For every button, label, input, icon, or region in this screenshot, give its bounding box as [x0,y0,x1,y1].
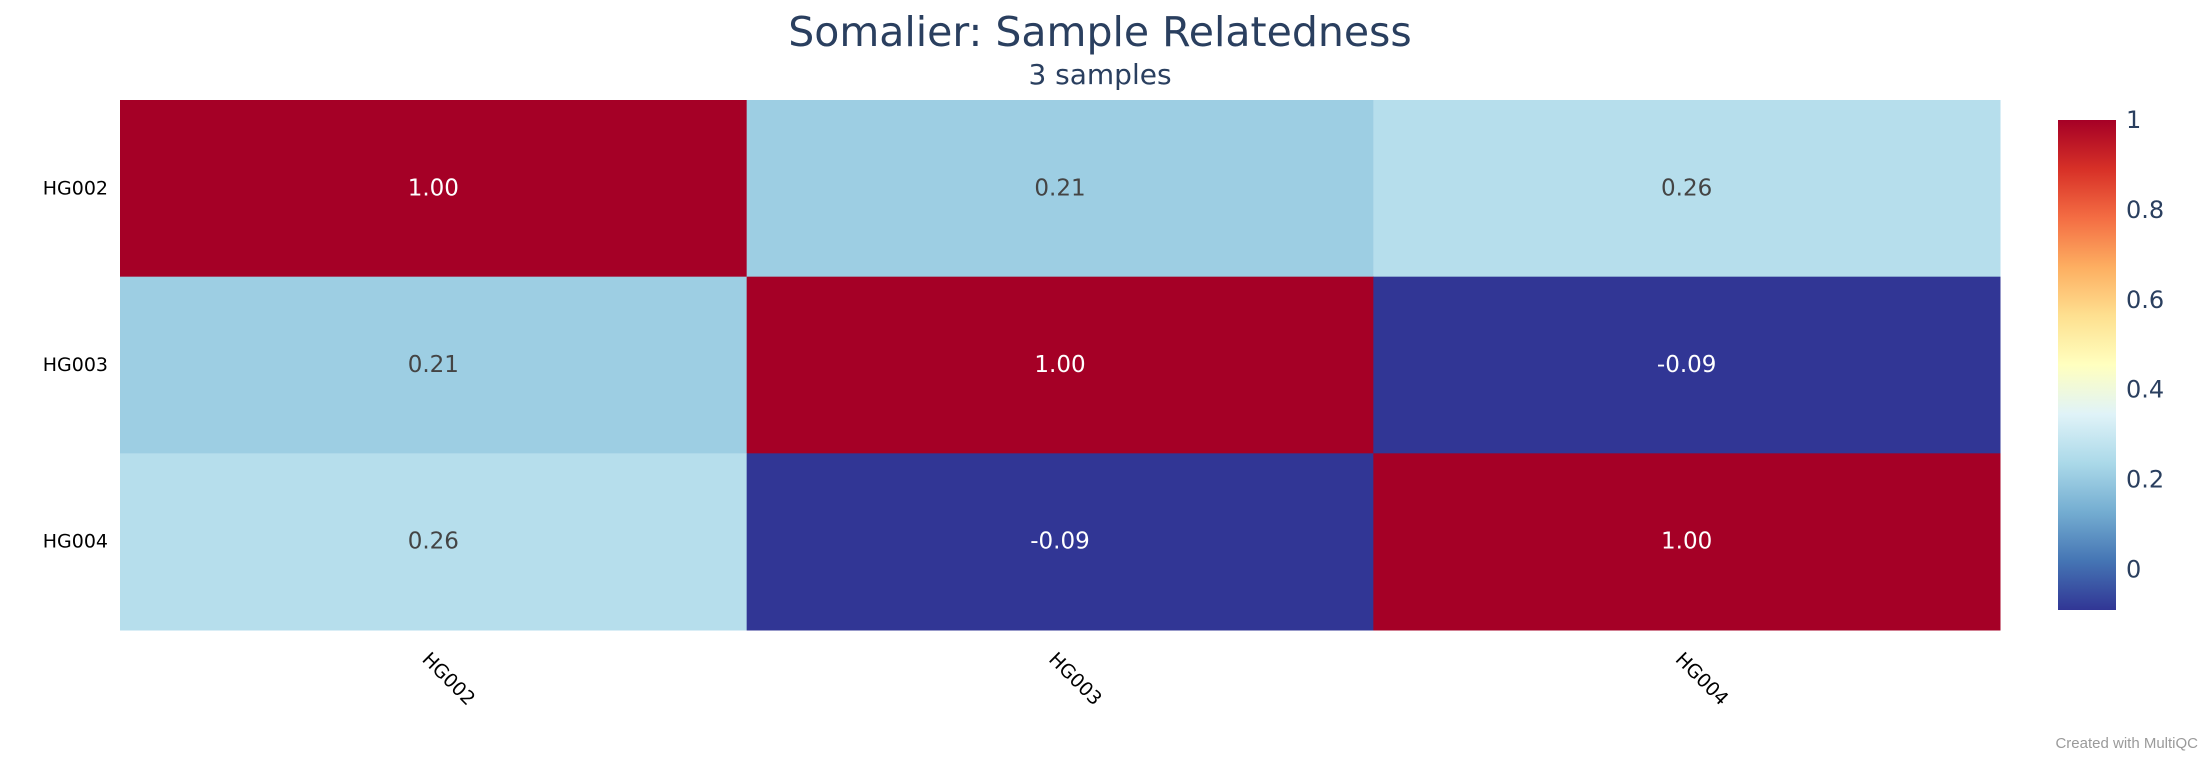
x-tick-label: HG003 [1044,648,1106,710]
colorbar-tick-label: 0.6 [2126,286,2164,314]
y-tick-label: HG003 [43,354,108,376]
colorbar-tick-label: 0.4 [2126,376,2164,404]
heatmap-cells: 1.00 0.21 0.26 0.21 1.00 -0.09 0.26 -0.09 1.00 [120,100,2001,631]
cell-value-label: 1.00 [1661,529,1712,555]
chart-title: Somalier: Sample Relatedness [788,8,1412,56]
x-axis-labels: HG002 HG003 HG004 [418,648,1733,710]
cell-value-label: 0.21 [1034,175,1085,201]
y-axis-labels: HG002 HG003 HG004 [43,177,108,552]
heatmap-cell [120,276,748,454]
cell-value-label: -0.09 [1657,352,1717,378]
colorbar: 0 0.2 0.4 0.6 0.8 1 [2058,106,2164,610]
y-tick-label: HG002 [43,177,108,199]
heatmap-cell [746,100,1374,278]
colorbar-tick-label: 1 [2126,106,2141,134]
cell-value-label: 0.26 [408,529,459,555]
heatmap-cell [120,453,748,631]
x-tick-label: HG004 [1671,648,1733,710]
heatmap-cell [1373,453,2001,631]
chart-subtitle: 3 samples [1028,58,1172,91]
cell-value-label: 0.26 [1661,175,1712,201]
colorbar-tick-label: 0 [2126,556,2141,584]
y-tick-label: HG004 [43,531,108,553]
cell-value-label: -0.09 [1030,529,1090,555]
colorbar-tick-label: 0.8 [2126,196,2164,224]
cell-value-label: 1.00 [1034,352,1085,378]
colorbar-gradient [2058,120,2116,610]
heatmap-cell [746,276,1374,454]
colorbar-tick-label: 0.2 [2126,466,2164,494]
heatmap-cell [120,100,748,278]
cell-value-label: 0.21 [408,352,459,378]
cell-value-label: 1.00 [408,175,459,201]
heatmap-cell [1373,100,2001,278]
watermark: Created with MultiQC [2055,735,2198,752]
x-tick-label: HG002 [418,648,480,710]
heatmap-cell [746,453,1374,631]
heatmap-cell [1373,276,2001,454]
